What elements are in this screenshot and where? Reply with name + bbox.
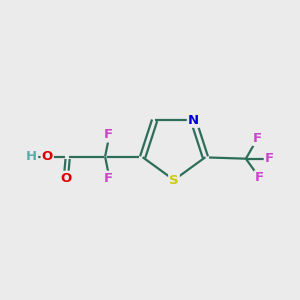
Text: F: F — [255, 171, 264, 184]
Text: N: N — [188, 114, 199, 127]
Text: F: F — [104, 172, 113, 185]
Text: F: F — [104, 128, 113, 142]
Text: O: O — [61, 172, 72, 185]
Text: O: O — [42, 150, 53, 163]
Text: F: F — [265, 152, 274, 165]
Text: H: H — [26, 150, 37, 163]
Text: F: F — [253, 132, 262, 145]
Text: S: S — [169, 173, 179, 187]
